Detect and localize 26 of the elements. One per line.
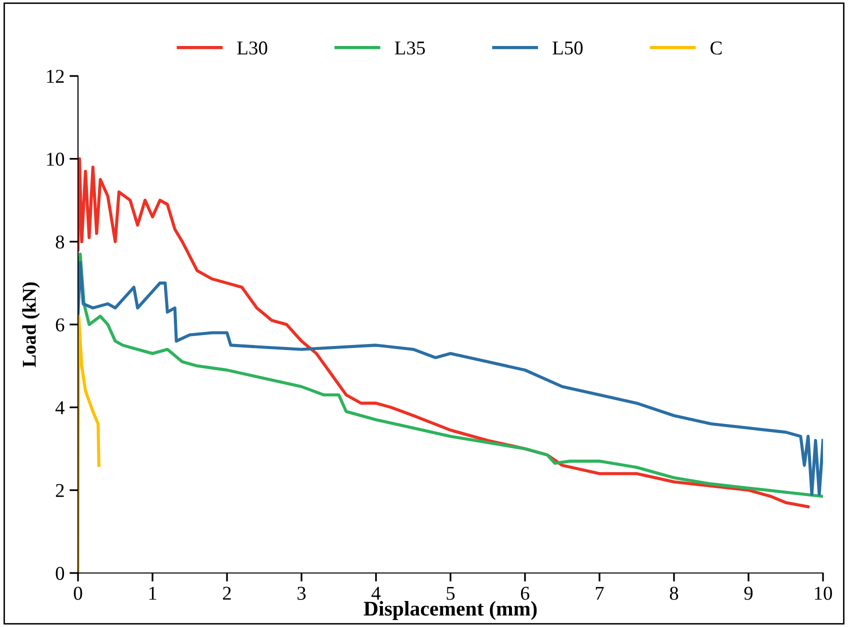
x-tick-label: 0 [74,586,82,600]
y-tick-label: 10 [47,152,64,166]
y-tick-label: 4 [55,401,64,414]
y-axis-title: Load (kN) [22,282,40,368]
x-tick-label: 3 [298,586,306,600]
x-tick-label: 8 [670,586,678,600]
x-tick-label: 1 [149,586,156,600]
line-series [78,157,810,508]
x-tick-label: 7 [596,586,604,600]
x-tick-label: 2 [222,586,231,600]
x-tick-label: 5 [446,586,455,600]
x-tick-label: 10 [814,586,832,600]
legend-label: L35 [394,41,425,55]
line-series [78,314,100,573]
y-tick-label: 12 [47,70,64,83]
legend-label: L30 [237,41,268,55]
y-tick-label: 6 [56,318,64,332]
legend-label: L50 [552,41,583,55]
x-tick-label: 6 [520,586,530,600]
x-tick-label: 9 [744,586,753,600]
legend-label: C [710,41,722,55]
y-tick-label: 2 [56,484,64,497]
y-tick-label: 8 [56,235,64,249]
x-tick-label: 4 [372,586,381,600]
y-tick-label: 0 [56,566,64,580]
x-axis-title: Displacement (mm) [364,601,537,620]
